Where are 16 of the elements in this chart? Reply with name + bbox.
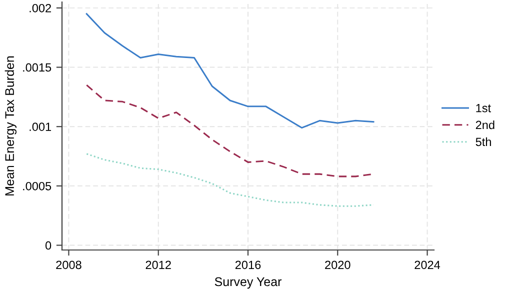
x-tick-label: 2020: [325, 260, 350, 270]
y-tick-label: .002: [30, 4, 51, 12]
y-tick-label: .0005: [23, 182, 52, 190]
x-tick-label: 2012: [146, 260, 171, 270]
legend-label: 5th: [476, 137, 491, 146]
x-tick-label: 2024: [414, 260, 440, 270]
legend-label: 1st: [476, 104, 491, 112]
y-tick-label: 0: [45, 241, 52, 250]
y-axis-title: Mean Energy Tax Burden: [4, 56, 16, 196]
legend-label: 2nd: [476, 120, 494, 130]
line-series: [86, 13, 374, 129]
x-tick-label: 2008: [56, 260, 82, 270]
x-axis-title: Survey Year: [214, 277, 282, 289]
x-tick-label: 2016: [235, 260, 261, 270]
y-tick-label: .0015: [23, 63, 52, 72]
y-tick-label: .001: [30, 122, 52, 131]
